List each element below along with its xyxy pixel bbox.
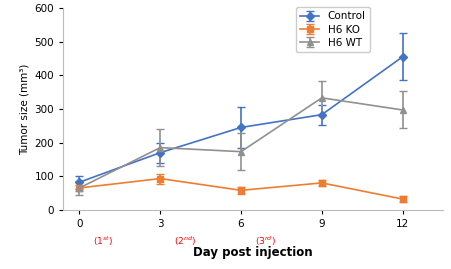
Legend: Control, H6 KO, H6 WT: Control, H6 KO, H6 WT — [296, 7, 369, 52]
Text: (1$^{st}$): (1$^{st}$) — [93, 235, 113, 248]
X-axis label: Day post injection: Day post injection — [193, 246, 312, 259]
Text: (3$^{rd}$): (3$^{rd}$) — [254, 235, 275, 248]
Text: (2$^{nd}$): (2$^{nd}$) — [174, 235, 196, 248]
Y-axis label: Tumor size (mm³): Tumor size (mm³) — [19, 63, 29, 155]
